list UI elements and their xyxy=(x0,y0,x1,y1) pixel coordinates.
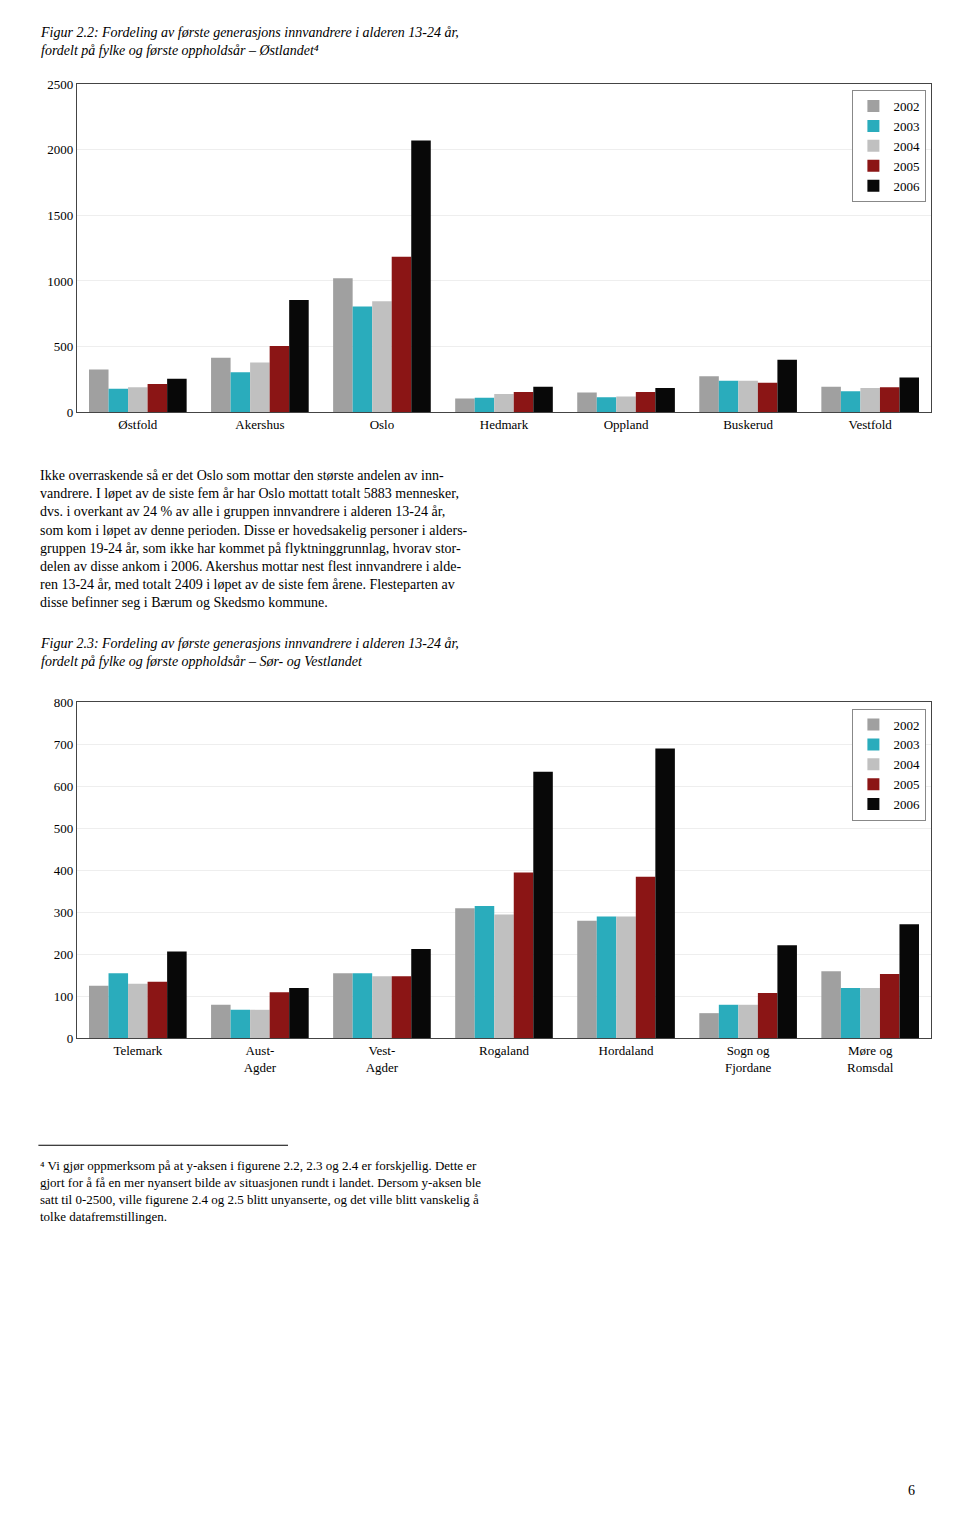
svg-text:1000: 1000 xyxy=(47,274,73,289)
svg-text:6: 6 xyxy=(908,1483,915,1498)
svg-text:800: 800 xyxy=(54,695,74,710)
svg-text:2004: 2004 xyxy=(893,139,920,154)
svg-text:2006: 2006 xyxy=(893,797,920,812)
svg-text:2002: 2002 xyxy=(893,718,919,733)
svg-text:Figur 2.2: Fordeling av første: Figur 2.2: Fordeling av første generasjo… xyxy=(40,25,459,58)
svg-text:Ikke overraskende så er det Os: Ikke overraskende så er det Oslo som mot… xyxy=(40,468,468,610)
svg-text:Buskerud: Buskerud xyxy=(723,417,773,432)
svg-text:0: 0 xyxy=(67,1031,74,1046)
svg-text:Sogn ogFjordane: Sogn ogFjordane xyxy=(725,1043,771,1075)
svg-text:Hedmark: Hedmark xyxy=(480,417,529,432)
svg-text:600: 600 xyxy=(54,779,74,794)
svg-text:Aust-Agder: Aust-Agder xyxy=(244,1043,277,1075)
svg-text:1500: 1500 xyxy=(47,208,73,223)
svg-text:2500: 2500 xyxy=(47,77,73,92)
svg-text:Møre ogRomsdal: Møre ogRomsdal xyxy=(847,1043,894,1075)
svg-text:Telemark: Telemark xyxy=(113,1043,162,1058)
svg-text:Rogaland: Rogaland xyxy=(479,1043,529,1058)
svg-text:Akershus: Akershus xyxy=(235,417,284,432)
svg-text:400: 400 xyxy=(54,863,74,878)
svg-text:Oppland: Oppland xyxy=(604,417,649,432)
svg-text:700: 700 xyxy=(54,737,74,752)
svg-text:2002: 2002 xyxy=(893,99,919,114)
svg-text:2005: 2005 xyxy=(893,777,919,792)
svg-text:500: 500 xyxy=(54,821,74,836)
svg-text:2003: 2003 xyxy=(893,119,919,134)
svg-text:Vest-Agder: Vest-Agder xyxy=(366,1043,399,1075)
svg-text:Figur 2.3: Fordeling av første: Figur 2.3: Fordeling av første generasjo… xyxy=(40,636,459,669)
svg-text:Vestfold: Vestfold xyxy=(848,417,892,432)
svg-text:⁴ Vi gjør oppmerksom på at y-a: ⁴ Vi gjør oppmerksom på at y-aksen i fig… xyxy=(40,1158,481,1224)
svg-text:2006: 2006 xyxy=(893,179,920,194)
svg-text:100: 100 xyxy=(54,989,74,1004)
svg-text:Hordaland: Hordaland xyxy=(599,1043,654,1058)
svg-text:2003: 2003 xyxy=(893,737,919,752)
svg-text:2004: 2004 xyxy=(893,757,920,772)
svg-text:300: 300 xyxy=(54,905,74,920)
svg-text:Oslo: Oslo xyxy=(370,417,395,432)
svg-text:200: 200 xyxy=(54,947,74,962)
svg-text:500: 500 xyxy=(54,339,74,354)
svg-text:2005: 2005 xyxy=(893,159,919,174)
svg-text:Østfold: Østfold xyxy=(118,417,158,432)
svg-text:2000: 2000 xyxy=(47,142,73,157)
svg-text:0: 0 xyxy=(67,405,74,420)
